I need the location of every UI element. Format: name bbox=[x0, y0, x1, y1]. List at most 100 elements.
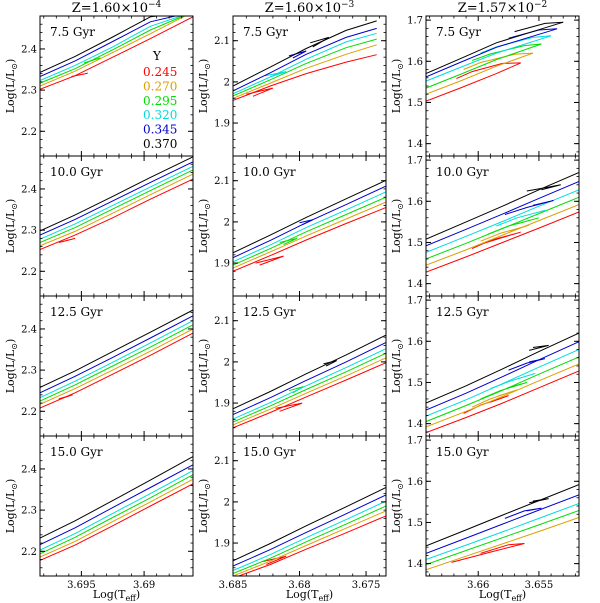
turnoff-hook bbox=[529, 344, 549, 351]
turnoff-hook bbox=[255, 255, 284, 266]
isochrone-line bbox=[40, 320, 193, 399]
isochrone-line bbox=[426, 494, 579, 554]
y-tick-label: 2.4 bbox=[21, 44, 37, 55]
isochrone-line bbox=[233, 191, 386, 263]
age-label: 12.5 Gyr bbox=[50, 305, 103, 319]
panel: 2.2 2.3 2.4 3.695 3.69 15.0 Gyr Log(L/L⊙) bbox=[4, 435, 194, 591]
turnoff-hook bbox=[310, 36, 330, 48]
isochrone-line bbox=[233, 362, 386, 429]
age-label: 15.0 Gyr bbox=[243, 445, 296, 459]
isochrone-line bbox=[40, 470, 193, 551]
panel: 1.4 1.5 1.6 1.7 12.5 Gyr Log(L/L⊙) bbox=[390, 295, 580, 437]
y-tick-label: 1.5 bbox=[407, 378, 423, 389]
isochrone-line bbox=[233, 54, 377, 101]
y-tick-label: 1.6 bbox=[407, 337, 423, 348]
age-label: 10.0 Gyr bbox=[243, 165, 296, 179]
isochrone-line bbox=[426, 28, 558, 78]
isochrone-line bbox=[233, 44, 377, 99]
isochrone-lines bbox=[40, 156, 193, 250]
legend-entry: 0.345 bbox=[143, 123, 177, 137]
isochrone-line bbox=[233, 207, 386, 272]
isochrone-lines bbox=[40, 456, 193, 561]
y-tick-label: 2.3 bbox=[21, 506, 37, 517]
isochrone-line bbox=[40, 483, 193, 561]
y-tick-label: 2.3 bbox=[21, 226, 37, 237]
isochrone-line bbox=[233, 357, 386, 426]
isochrone-line bbox=[40, 464, 193, 546]
panel-frame bbox=[39, 435, 194, 577]
isochrone-line bbox=[40, 161, 193, 236]
isochrone-line bbox=[451, 543, 525, 563]
isochrone-lines bbox=[233, 179, 386, 272]
turnoff-hook bbox=[490, 372, 536, 390]
x-tick-label: 3.695 bbox=[67, 580, 96, 591]
isochrone-line bbox=[426, 349, 579, 417]
y-tick-label: 2.3 bbox=[21, 366, 37, 377]
x-tick-label: 3.655 bbox=[525, 580, 554, 591]
y-axis-label: Log(L/L⊙) bbox=[390, 59, 405, 114]
age-label: 10.0 Gyr bbox=[436, 165, 489, 179]
y-axis-label: Log(L/L⊙) bbox=[197, 59, 212, 114]
turnoff-hook bbox=[264, 71, 287, 78]
isochrone-lines bbox=[40, 16, 193, 90]
legend-entry: 0.320 bbox=[143, 108, 177, 122]
isochrone-line bbox=[40, 332, 193, 409]
turnoff-hook bbox=[504, 507, 542, 519]
panel: 2.2 2.3 2.4 7.5 Gyr Log(L/L⊙) Y 0.2450.2700.29… bbox=[4, 15, 194, 157]
turnoff-hook bbox=[487, 217, 540, 235]
isochrone-line bbox=[233, 334, 386, 410]
isochrone-line bbox=[40, 178, 193, 250]
y-tick-label: 2 bbox=[224, 77, 230, 88]
y-tick-label: 2.1 bbox=[214, 176, 230, 187]
y-tick-label: 1.5 bbox=[407, 238, 423, 249]
legend-entry: 0.370 bbox=[143, 137, 177, 151]
turnoff-hook bbox=[514, 21, 564, 33]
isochrone-line bbox=[233, 27, 377, 92]
y-tick-label: 1.4 bbox=[407, 419, 423, 430]
isochrone-line bbox=[426, 35, 552, 82]
turnoff-hook bbox=[279, 237, 298, 245]
y-tick-label: 1.7 bbox=[407, 296, 423, 307]
y-tick-label: 2.2 bbox=[21, 267, 37, 278]
y-tick-label: 2 bbox=[224, 497, 230, 508]
panel: 2.2 2.3 2.4 12.5 Gyr Log(L/L⊙) bbox=[4, 295, 194, 437]
y-axis-label: Log(L/L⊙) bbox=[390, 339, 405, 394]
turnoff-hook bbox=[526, 184, 561, 192]
isochrone-line bbox=[426, 181, 579, 247]
isochrone-line bbox=[426, 363, 579, 428]
isochrone-line bbox=[426, 356, 579, 423]
y-tick-label: 1.9 bbox=[214, 259, 230, 270]
y-tick-label: 1.6 bbox=[407, 57, 423, 68]
turnoff-hook bbox=[299, 219, 314, 226]
isochrone-lines bbox=[233, 487, 386, 576]
y-tick-label: 2.1 bbox=[214, 36, 230, 47]
legend-entry: 0.295 bbox=[143, 94, 177, 108]
turnoff-hook bbox=[496, 209, 546, 227]
panel: 1.9 2 2.1 3.685 3.68 3.675 15.0 Gyr Log(L/L⊙) bbox=[197, 435, 387, 591]
isochrone-line bbox=[426, 211, 579, 273]
panel: 1.9 2 2.1 10.0 Gyr Log(L/L⊙) bbox=[197, 155, 387, 297]
y-tick-label: 1.5 bbox=[407, 518, 423, 529]
isochrone-line bbox=[40, 169, 193, 243]
turnoff-hook bbox=[508, 358, 546, 371]
age-label: 7.5 Gyr bbox=[243, 25, 288, 39]
isochrone-line bbox=[40, 478, 193, 558]
y-axis-label: Log(L/L⊙) bbox=[390, 479, 405, 534]
isochrone-line bbox=[40, 324, 193, 402]
x-tick-label: 3.66 bbox=[467, 580, 489, 591]
isochrone-line bbox=[233, 201, 386, 269]
age-label: 12.5 Gyr bbox=[436, 305, 489, 319]
panel: 1.4 1.5 1.6 1.7 3.66 3.655 15.0 Gyr Log(L/L⊙) bbox=[390, 435, 580, 591]
y-axis-label: Log(L/L⊙) bbox=[4, 59, 19, 114]
y-tick-label: 2.1 bbox=[214, 456, 230, 467]
y-axis-label: Log(L/L⊙) bbox=[4, 479, 19, 534]
y-tick-label: 2.3 bbox=[21, 86, 37, 97]
isochrone-lines bbox=[426, 484, 579, 571]
x-tick-label: 3.69 bbox=[133, 580, 155, 591]
y-tick-label: 2.2 bbox=[21, 547, 37, 558]
isochrone-line bbox=[233, 494, 386, 567]
age-label: 7.5 Gyr bbox=[436, 25, 481, 39]
isochrone-line bbox=[233, 38, 377, 97]
isochrone-line bbox=[233, 487, 386, 562]
